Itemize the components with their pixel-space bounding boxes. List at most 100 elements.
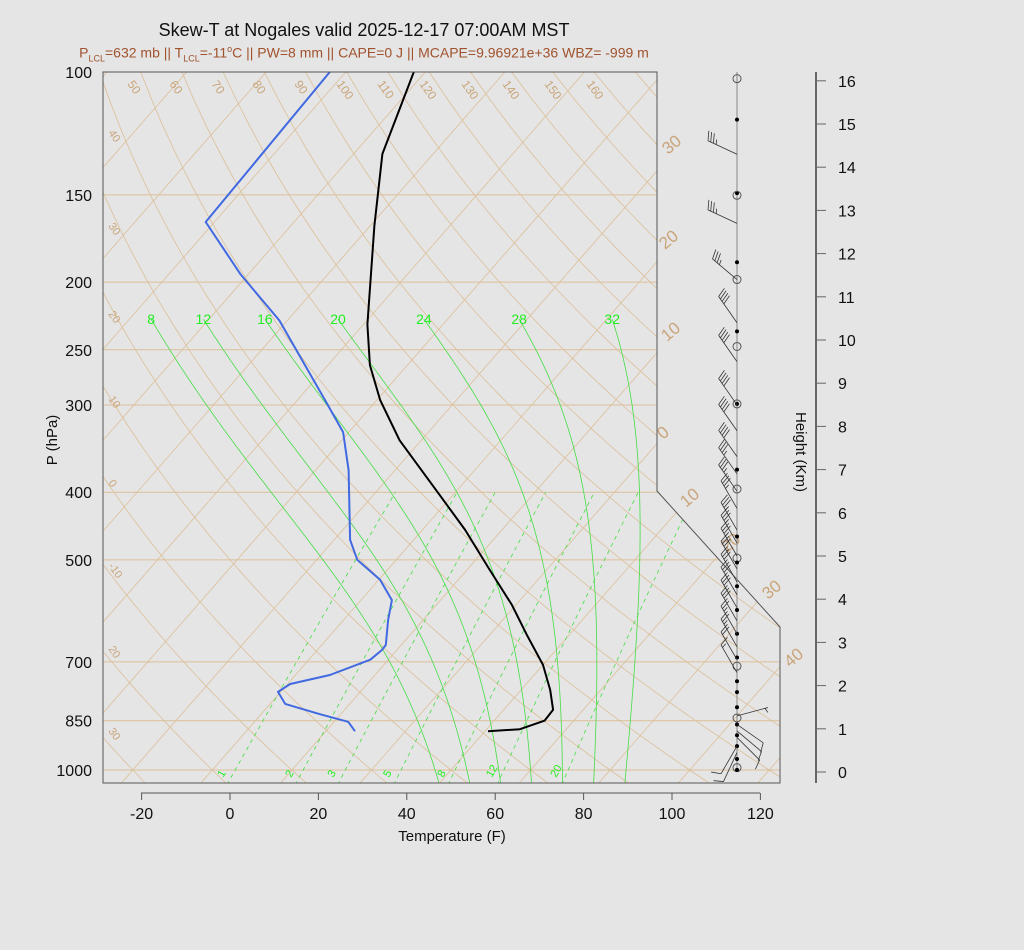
dry-adiabat-label: 140: [500, 78, 523, 103]
barb-staff: [718, 404, 738, 431]
wind-barb: [707, 130, 738, 155]
level-circle: [732, 341, 742, 351]
barb-staff: [736, 737, 760, 761]
height-tick-label: 4: [838, 592, 847, 609]
dewpoint-line: [204, 72, 393, 732]
barb-feather: [718, 326, 725, 336]
barb-feather: [720, 372, 727, 382]
barb-staff: [718, 464, 738, 492]
barb-feather: [723, 499, 731, 508]
barb-feather: [755, 759, 760, 770]
barb-staff: [718, 430, 738, 457]
barb-feather: [720, 424, 727, 434]
mixing-ratio-label: 5: [381, 768, 394, 779]
wind-barb: [718, 396, 738, 431]
wind-barb: [720, 611, 738, 647]
height-tick-label: 11: [838, 290, 855, 307]
barb-feather: [720, 533, 728, 542]
isotherm-line: [103, 72, 267, 783]
barb-feather: [718, 370, 725, 379]
mixing-ratio-label: 12: [484, 763, 501, 780]
height-tick-label: 5: [838, 549, 847, 566]
moist-adiabat-line: [423, 318, 563, 783]
wind-barb: [720, 598, 738, 634]
p-tick-label: 850: [65, 714, 92, 731]
barb-feather: [722, 600, 730, 609]
plcl-symbol: P: [79, 44, 89, 61]
isotherm-label: 20: [655, 226, 682, 253]
level-circle: [732, 74, 742, 84]
dry-adiabat-label: 60: [167, 78, 186, 97]
wind-barb: [718, 326, 738, 362]
barb-half-feather: [723, 620, 728, 625]
barb-feather: [723, 577, 731, 586]
barb-staff: [720, 541, 738, 570]
height-tick-label: 8: [838, 419, 847, 436]
dry-adiabat-line: [552, 72, 780, 783]
barb-feather: [723, 564, 731, 573]
wind-barb: [718, 370, 738, 406]
p-tick-label: 150: [65, 188, 92, 205]
barb-feather: [723, 551, 731, 560]
p-tick-label: 100: [65, 65, 92, 82]
barb-half-feather: [723, 450, 728, 456]
moist-adiabat-label: 16: [257, 311, 273, 327]
height-tick-label: 3: [838, 635, 847, 652]
dry-adiabat-line: [305, 72, 780, 783]
barb-feather: [723, 295, 730, 305]
barb-staff: [707, 209, 738, 224]
dry-adiabat-line: [676, 72, 780, 783]
isotherm-line: [439, 72, 780, 783]
barb-staff: [718, 296, 738, 323]
height-tick-label: 12: [838, 247, 856, 264]
barb-feather: [713, 202, 715, 213]
dry-adiabat-label: 0: [106, 478, 119, 490]
wind-barb: [736, 730, 762, 762]
level-dot: [735, 534, 739, 539]
p-tick-label: 700: [65, 655, 92, 672]
tlcl-subscript: LCL: [183, 53, 200, 64]
isotherm-label: 10: [657, 318, 684, 345]
height-tick-label: 16: [838, 74, 856, 91]
moist-adiabat-label: 12: [196, 311, 212, 327]
dry-adiabat-line: [181, 72, 780, 783]
wind-barb: [707, 199, 738, 224]
temperature-line: [366, 72, 555, 733]
x-tick-label: 80: [575, 806, 593, 823]
level-dot: [735, 560, 739, 565]
isotherm-line: [103, 72, 506, 783]
stats-text: C || PW=8 mm || CAPE=0 J || MCAPE=9.9692…: [232, 44, 649, 61]
mixing-ratio-label: 1: [215, 768, 228, 779]
barb-feather: [720, 546, 728, 555]
dry-adiabat-label: 30: [106, 726, 123, 743]
barb-feather: [718, 288, 725, 297]
barb-feather: [723, 429, 730, 439]
isotherm-label: 10: [676, 484, 703, 511]
moist-adiabat-line: [264, 318, 502, 783]
height-axis-label: Height (Km): [792, 412, 809, 492]
dry-adiabat-line: [222, 72, 780, 783]
p-tick-label: 200: [65, 275, 92, 292]
barb-feather: [720, 598, 728, 607]
level-dot: [735, 329, 739, 334]
barb-feather: [720, 611, 728, 620]
barb-staff: [718, 335, 738, 362]
level-dot: [735, 705, 739, 710]
barb-feather: [714, 251, 719, 262]
barb-feather: [721, 444, 729, 453]
dry-adiabat-line: [634, 72, 780, 783]
barb-feather: [723, 525, 731, 534]
height-tick-label: 7: [838, 463, 847, 480]
barb-feather: [722, 522, 730, 532]
barb-staff: [720, 579, 738, 609]
wind-barbs: [707, 72, 769, 782]
isotherm-label: 40: [780, 644, 807, 671]
axes: -20 0 20 40 60 80 100 1201001502002503004005007…: [56, 65, 855, 823]
x-tick-label: 20: [310, 806, 328, 823]
barb-staff: [720, 631, 738, 660]
wind-barb: [736, 737, 760, 770]
barb-feather: [720, 637, 728, 646]
mixing-ratio-line: [226, 491, 396, 783]
barb-feather: [720, 585, 728, 594]
level-circle: [732, 275, 742, 285]
